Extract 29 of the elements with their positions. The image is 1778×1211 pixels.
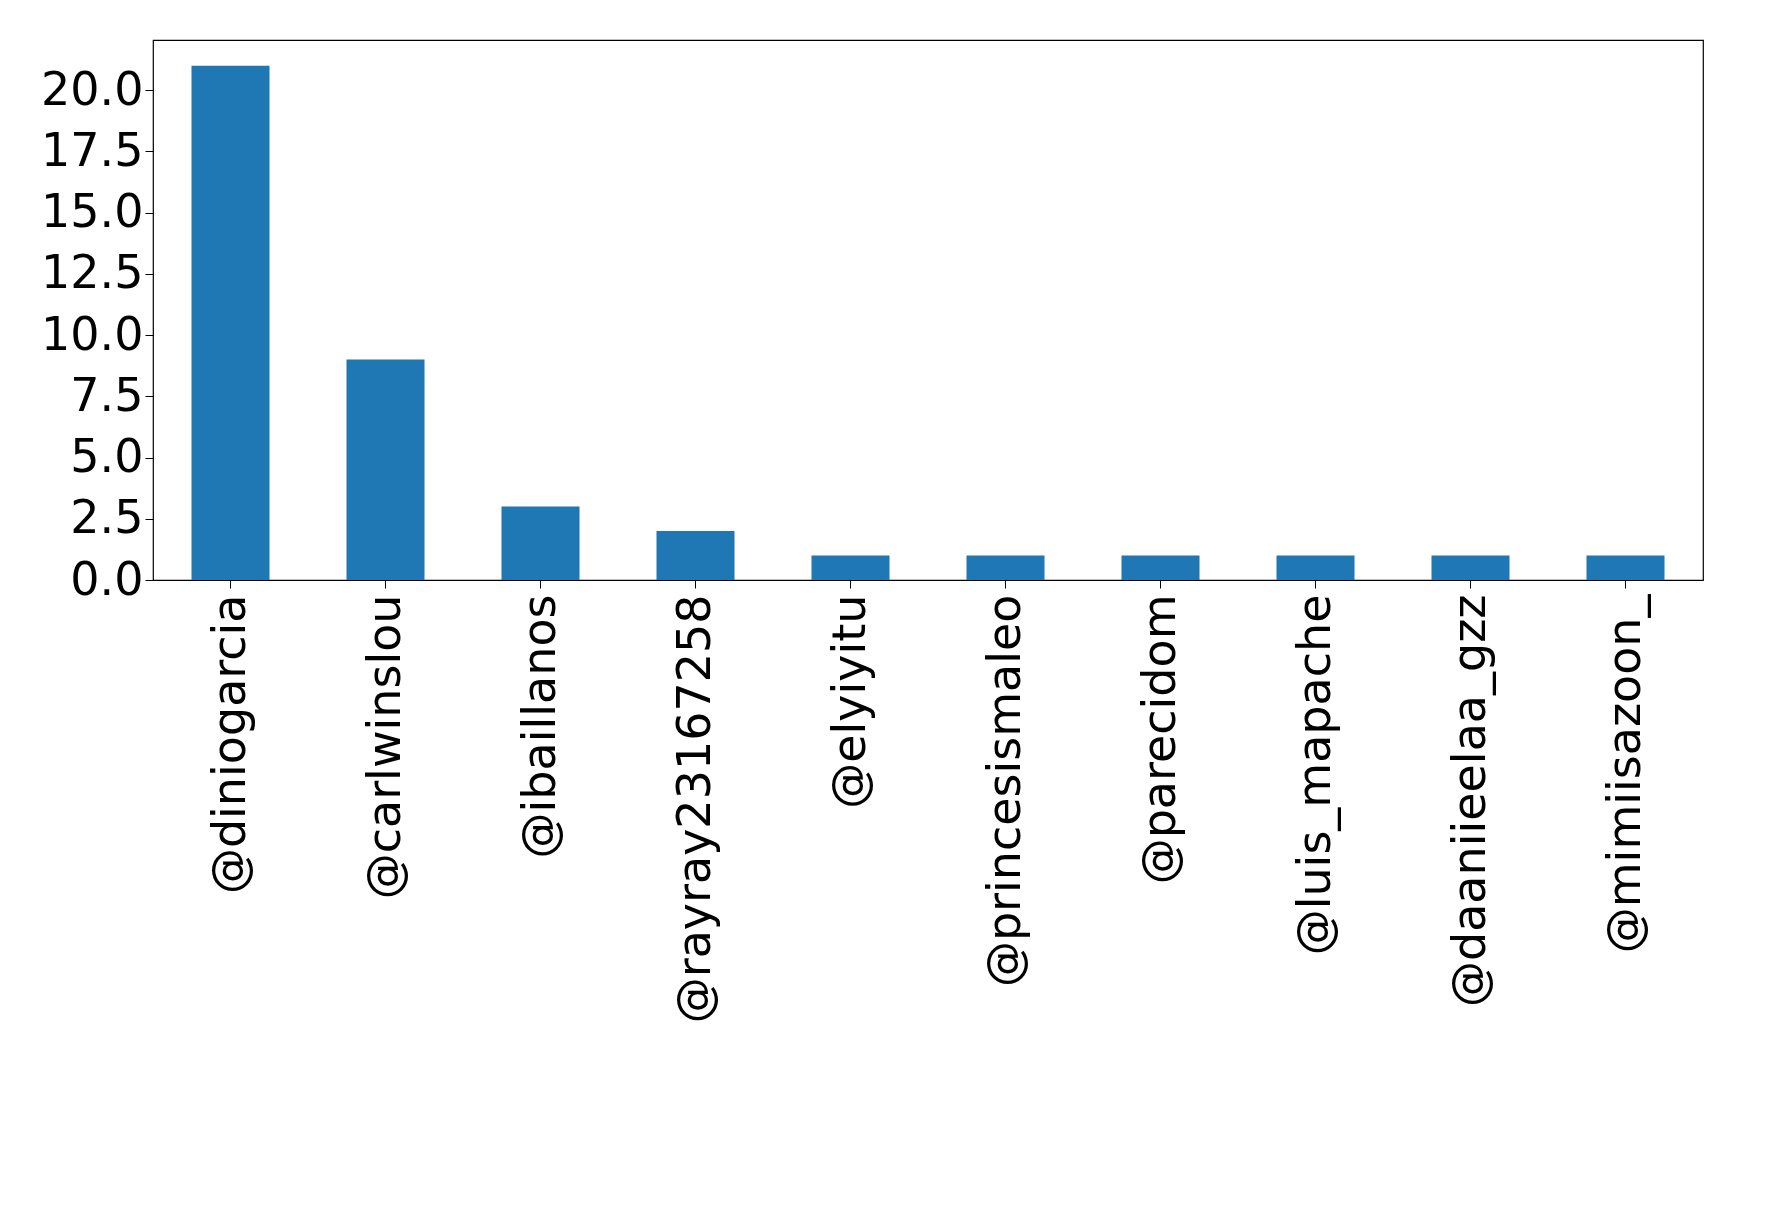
x-tick-label: @elyiyitu [821,594,876,809]
x-tick-label: @carlwinslou [356,594,411,900]
y-tick-label: 7.5 [70,367,144,422]
bar [501,506,580,580]
y-tick-label: 12.5 [41,245,144,300]
x-tick-label: @daaniieelaa_gzz [1441,594,1496,1008]
y-tick-label: 0.0 [70,551,144,606]
y-tick-label: 10.0 [41,306,144,361]
bar [1121,555,1200,580]
bar [191,65,270,580]
x-tick-label: @parecidom [1131,594,1186,885]
y-tick-label: 17.5 [41,122,144,177]
x-tick-label: @luis_mapache [1286,594,1341,956]
x-tick-label: @mimiisazoon_ [1596,593,1651,954]
bar [656,531,735,580]
y-tick-label: 20.0 [41,61,144,116]
x-tick-label: @ibaillanos [511,594,566,859]
y-tick-label: 5.0 [70,429,144,484]
bar [346,359,425,580]
bar [1431,555,1510,580]
bar [1586,555,1665,580]
y-tick-label: 2.5 [70,490,144,545]
x-tick-label: @rayray23167258 [666,594,721,1024]
x-tick-label: @diniogarcia [201,594,256,895]
bar [1276,555,1355,580]
y-tick-label: 15.0 [41,184,144,239]
bar [811,555,890,580]
bar [966,555,1045,580]
x-tick-label: @princesismaleo [976,594,1031,988]
